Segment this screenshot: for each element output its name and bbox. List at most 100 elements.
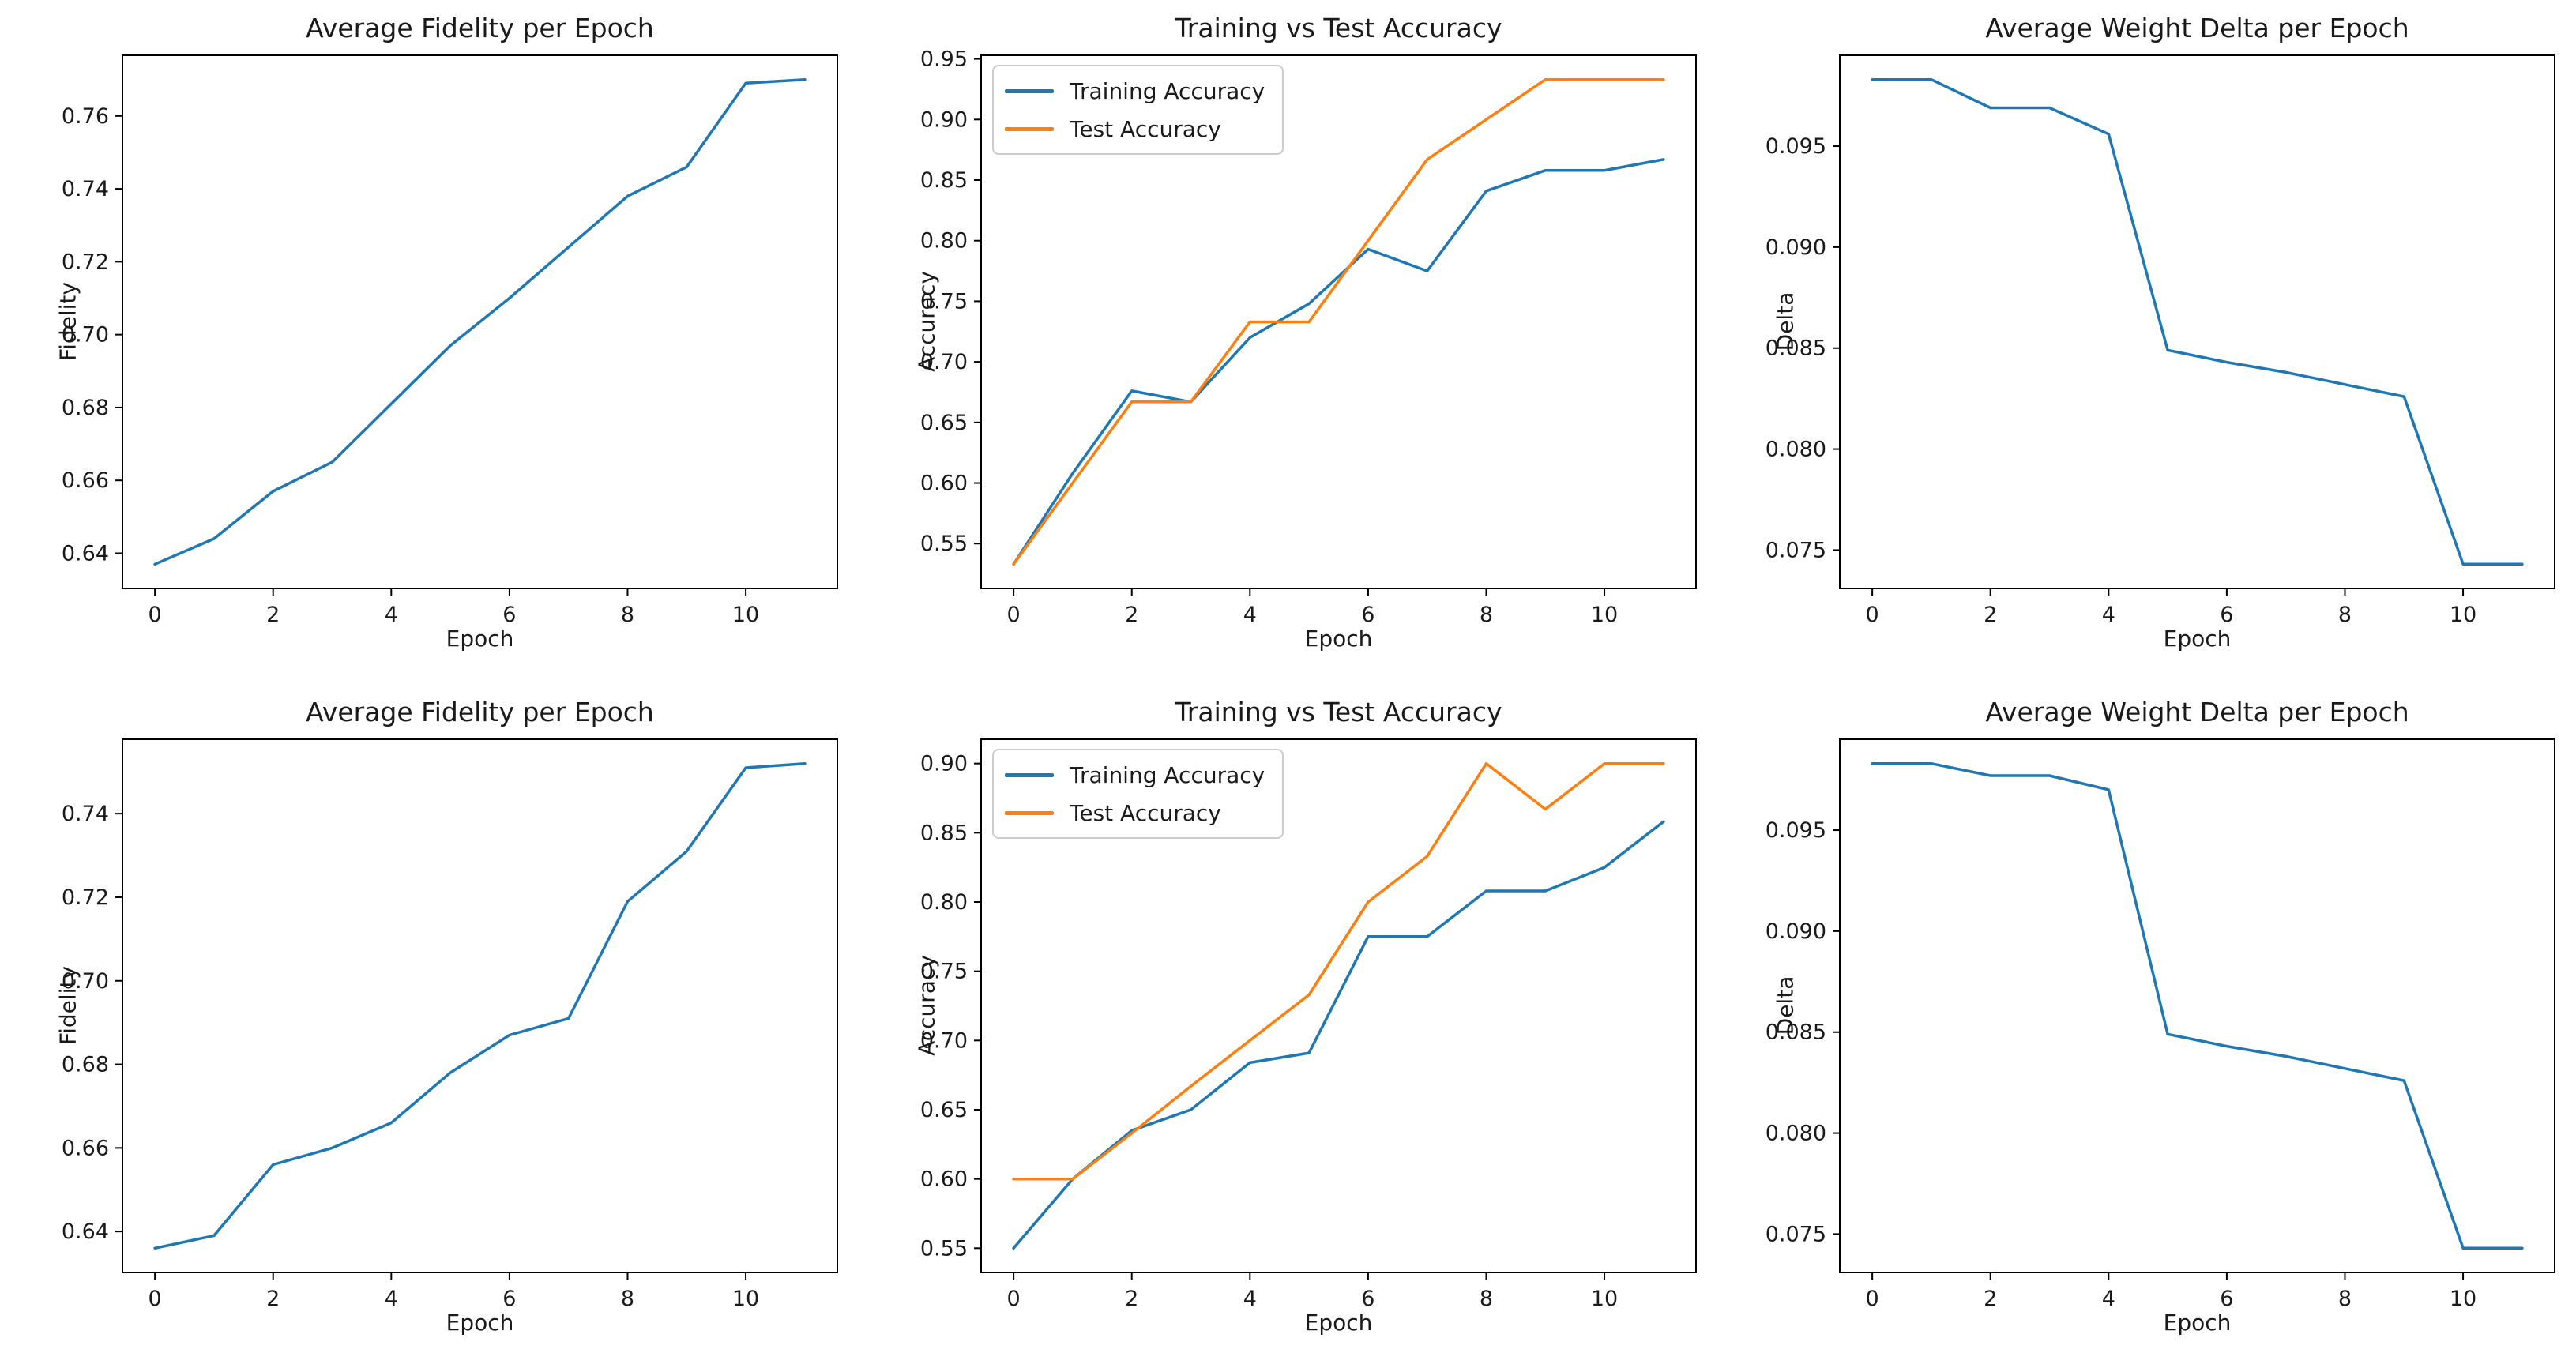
x-axis-label: Epoch [1304, 626, 1373, 652]
legend-label-training: Training Accuracy [1070, 77, 1265, 104]
plot-area-fidelity-run2: 0 2 4 6 8 10 0.64 0.66 0.68 0.70 0.72 0.74 [62, 738, 838, 1311]
svg-text:0.90: 0.90 [920, 752, 968, 776]
svg-text:0.60: 0.60 [920, 472, 968, 496]
test-accuracy-swatch [1005, 126, 1054, 131]
svg-text:4: 4 [1243, 1287, 1257, 1311]
training-accuracy-swatch [1005, 772, 1054, 777]
legend-label-training: Training Accuracy [1070, 761, 1265, 788]
svg-text:0.085: 0.085 [1766, 336, 1826, 361]
svg-text:0.72: 0.72 [62, 885, 109, 910]
svg-text:0.70: 0.70 [62, 323, 109, 348]
legend-entry-test: Test Accuracy [1005, 112, 1265, 145]
svg-text:2: 2 [1125, 1287, 1138, 1311]
legend-entry-training: Training Accuracy [1005, 758, 1265, 791]
svg-text:6: 6 [2220, 603, 2233, 627]
svg-text:0: 0 [1866, 1287, 1879, 1311]
svg-text:0.095: 0.095 [1766, 818, 1826, 843]
svg-text:0.76: 0.76 [62, 104, 109, 129]
svg-text:0: 0 [1866, 603, 1879, 627]
svg-text:0.55: 0.55 [920, 532, 968, 556]
svg-text:0.80: 0.80 [920, 890, 968, 915]
svg-text:4: 4 [1243, 603, 1257, 627]
x-axis-label: Epoch [2163, 626, 2232, 652]
svg-text:4: 4 [2102, 1287, 2115, 1311]
svg-text:2: 2 [1984, 603, 1997, 627]
svg-text:0.090: 0.090 [1766, 919, 1826, 944]
legend: Training Accuracy Test Accuracy [992, 749, 1284, 839]
svg-text:0.85: 0.85 [920, 821, 968, 845]
svg-text:10: 10 [1591, 1287, 1618, 1311]
svg-text:0.090: 0.090 [1766, 235, 1826, 260]
plot-area-delta-run2: 0 2 4 6 8 10 0.075 0.080 0.085 0.090 0.095 [1766, 738, 2555, 1311]
plot-area-fidelity-run1: 0 2 4 6 8 10 0.64 0.66 0.68 0.70 0.72 0.74 0.76 [62, 54, 838, 627]
svg-text:0.080: 0.080 [1766, 438, 1826, 462]
svg-text:0: 0 [149, 1287, 162, 1311]
svg-text:0.65: 0.65 [920, 1098, 968, 1122]
legend: Training Accuracy Test Accuracy [992, 65, 1284, 155]
svg-text:8: 8 [2338, 603, 2352, 627]
legend-label-test: Test Accuracy [1070, 799, 1221, 826]
svg-text:0.70: 0.70 [920, 350, 968, 374]
svg-text:0.95: 0.95 [920, 47, 968, 72]
chart-title: Average Weight Delta per Epoch [1985, 13, 2409, 43]
svg-text:0.80: 0.80 [920, 229, 968, 254]
svg-text:6: 6 [1361, 603, 1374, 627]
svg-text:2: 2 [266, 603, 280, 627]
svg-text:0.64: 0.64 [62, 541, 109, 566]
svg-text:0.85: 0.85 [920, 168, 968, 193]
svg-text:8: 8 [1480, 603, 1493, 627]
chart-title: Training vs Test Accuracy [1175, 697, 1502, 727]
legend-label-test: Test Accuracy [1070, 115, 1221, 142]
plot-area-delta-run1: 0 2 4 6 8 10 0.075 0.080 0.085 0.090 0.095 [1766, 54, 2555, 627]
svg-text:8: 8 [621, 1287, 634, 1311]
svg-text:0.65: 0.65 [920, 411, 968, 435]
x-axis-label: Epoch [446, 626, 514, 652]
chart-title: Average Fidelity per Epoch [306, 13, 654, 43]
svg-text:0.095: 0.095 [1766, 134, 1826, 159]
svg-text:0.90: 0.90 [920, 107, 968, 132]
svg-text:2: 2 [1984, 1287, 1997, 1311]
svg-text:0: 0 [149, 603, 162, 627]
svg-text:0.74: 0.74 [62, 177, 109, 201]
svg-text:10: 10 [2450, 1287, 2476, 1311]
svg-text:0.085: 0.085 [1766, 1020, 1826, 1045]
svg-text:6: 6 [2220, 1287, 2233, 1311]
plot-area-accuracy-run2: 0 2 4 6 8 10 0.55 0.60 0.65 0.70 0.75 0.80 0.85 0.90 [920, 738, 1697, 1311]
chart-title: Average Fidelity per Epoch [306, 697, 654, 727]
svg-text:0.68: 0.68 [62, 396, 109, 420]
svg-text:0.75: 0.75 [920, 289, 968, 314]
svg-text:0.68: 0.68 [62, 1053, 109, 1077]
svg-text:6: 6 [502, 1287, 516, 1311]
legend-entry-training: Training Accuracy [1005, 74, 1265, 107]
svg-text:0.75: 0.75 [920, 960, 968, 984]
svg-text:0.72: 0.72 [62, 250, 109, 274]
training-accuracy-swatch [1005, 88, 1054, 93]
svg-text:6: 6 [1361, 1287, 1374, 1311]
x-axis-label: Epoch [1304, 1310, 1373, 1336]
svg-text:4: 4 [2102, 603, 2115, 627]
svg-text:0.075: 0.075 [1766, 538, 1826, 562]
chart-title: Training vs Test Accuracy [1175, 13, 1502, 43]
svg-text:0.55: 0.55 [920, 1236, 968, 1261]
x-axis-label: Epoch [2163, 1310, 2232, 1336]
svg-text:10: 10 [2450, 603, 2476, 627]
svg-text:0.075: 0.075 [1766, 1222, 1826, 1246]
svg-text:8: 8 [621, 603, 634, 627]
svg-text:0: 0 [1007, 603, 1021, 627]
svg-text:4: 4 [385, 1287, 398, 1311]
svg-text:2: 2 [266, 1287, 280, 1311]
test-accuracy-swatch [1005, 810, 1054, 815]
svg-text:10: 10 [732, 1287, 759, 1311]
svg-text:8: 8 [2338, 1287, 2352, 1311]
svg-text:0.74: 0.74 [62, 802, 109, 826]
svg-text:0.70: 0.70 [920, 1028, 968, 1053]
plot-area-accuracy-run1: 0 2 4 6 8 10 0.55 0.60 0.65 0.70 0.75 0.80 0.85 0.90 0… [920, 47, 1697, 627]
chart-title: Average Weight Delta per Epoch [1985, 697, 2409, 727]
svg-text:6: 6 [502, 603, 516, 627]
